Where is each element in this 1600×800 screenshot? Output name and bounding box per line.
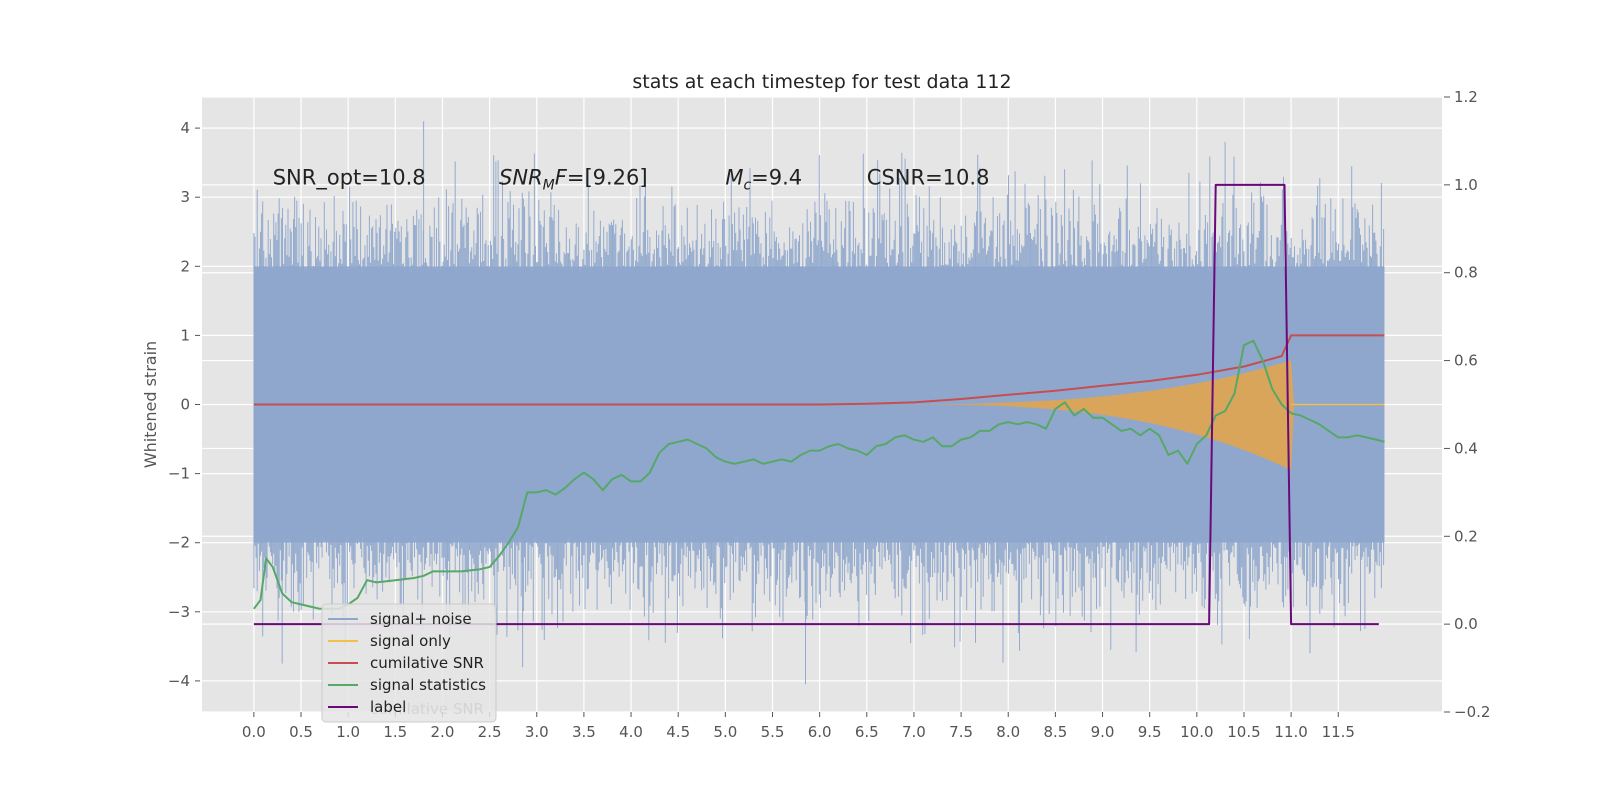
y2-tick-label: 0.0 <box>1454 615 1478 633</box>
x-tick-label: 4.5 <box>666 723 690 741</box>
chirp-envelope <box>913 360 1294 471</box>
y2-tick-label: 0.6 <box>1454 352 1478 370</box>
annotation-text: CSNR=10.8 <box>867 165 990 189</box>
x-tick-label: 5.5 <box>761 723 785 741</box>
y-tick-label: −2 <box>168 534 190 552</box>
y-tick-label: 4 <box>180 119 190 137</box>
series-signal-only <box>913 360 1385 471</box>
y2-tick-label: 0.8 <box>1454 264 1478 282</box>
legend-box <box>321 603 497 723</box>
x-tick-label: 3.0 <box>525 723 549 741</box>
chart-title: stats at each timestep for test data 112 <box>632 71 1011 93</box>
x-tick-label: 11.0 <box>1274 723 1307 741</box>
x-tick-label: 2.5 <box>478 723 502 741</box>
y2-tick-label: 1.0 <box>1454 176 1478 194</box>
y2-axis-ticks: −0.2 0.0 0.2 0.4 0.6 0.8 1.0 1.2 <box>1444 88 1490 721</box>
x-tick-label: 10.0 <box>1180 723 1213 741</box>
x-tick-label: 9.5 <box>1138 723 1162 741</box>
x-tick-label: 6.5 <box>855 723 879 741</box>
x-tick-label: 8.5 <box>1043 723 1067 741</box>
x-tick-label: 7.0 <box>902 723 926 741</box>
y-tick-label: 1 <box>180 326 190 344</box>
x-tick-label: 4.0 <box>619 723 643 741</box>
x-tick-label: 5.0 <box>713 723 737 741</box>
y-tick-label: −1 <box>168 465 190 483</box>
x-tick-label: 11.5 <box>1322 723 1355 741</box>
x-tick-label: 0.0 <box>242 723 266 741</box>
line-series <box>253 183 1385 626</box>
y-axis-label: Whitened strain <box>141 341 160 468</box>
x-tick-label: 0.5 <box>289 723 313 741</box>
x-tick-label: 1.0 <box>336 723 360 741</box>
annotation-text: SNRMF=[9.26] <box>499 165 648 193</box>
y2-tick-label: −0.2 <box>1454 703 1490 721</box>
x-tick-label: 8.0 <box>996 723 1020 741</box>
x-axis-ticks: 0.0 0.5 1.0 1.5 2.0 2.5 3.0 3.5 4.0 4.5 5.0 5.5 6.0 6… <box>242 712 1355 741</box>
x-tick-label: 9.0 <box>1091 723 1115 741</box>
x-tick-label: 2.0 <box>431 723 455 741</box>
y2-tick-label: 0.2 <box>1454 527 1478 545</box>
annotation-text: Mc=9.4 <box>725 165 802 193</box>
legend-label: signal only <box>370 632 451 650</box>
legend-label: cumilative SNR <box>370 654 484 672</box>
y2-tick-label: 1.2 <box>1454 88 1478 106</box>
x-tick-label: 3.5 <box>572 723 596 741</box>
annotation-text: SNR_opt=10.8 <box>273 165 426 190</box>
y-tick-label: −4 <box>168 672 190 690</box>
legend-label: signal+ noise <box>370 610 472 628</box>
annotations: SNR_opt=10.8 SNRMF=[9.26] Mc=9.4 CSNR=10.8 <box>273 165 990 193</box>
x-tick-label: 10.5 <box>1227 723 1260 741</box>
legend-label: signal statistics <box>370 676 486 694</box>
x-tick-label: 6.0 <box>808 723 832 741</box>
x-tick-label: 7.5 <box>949 723 973 741</box>
series-label <box>253 183 1379 626</box>
x-tick-label: 1.5 <box>383 723 407 741</box>
legend-label: label <box>370 698 406 716</box>
series-signal-statistics <box>253 339 1385 610</box>
y-tick-label: 0 <box>180 396 190 414</box>
y2-tick-label: 0.4 <box>1454 439 1478 457</box>
y-tick-label: 3 <box>180 188 190 206</box>
y-tick-label: 2 <box>180 257 190 275</box>
y-tick-label: −3 <box>168 603 190 621</box>
y-axis-ticks: −4 −3 −2 −1 0 1 2 3 4 <box>168 119 200 690</box>
series-cumilative-snr <box>253 334 1385 406</box>
